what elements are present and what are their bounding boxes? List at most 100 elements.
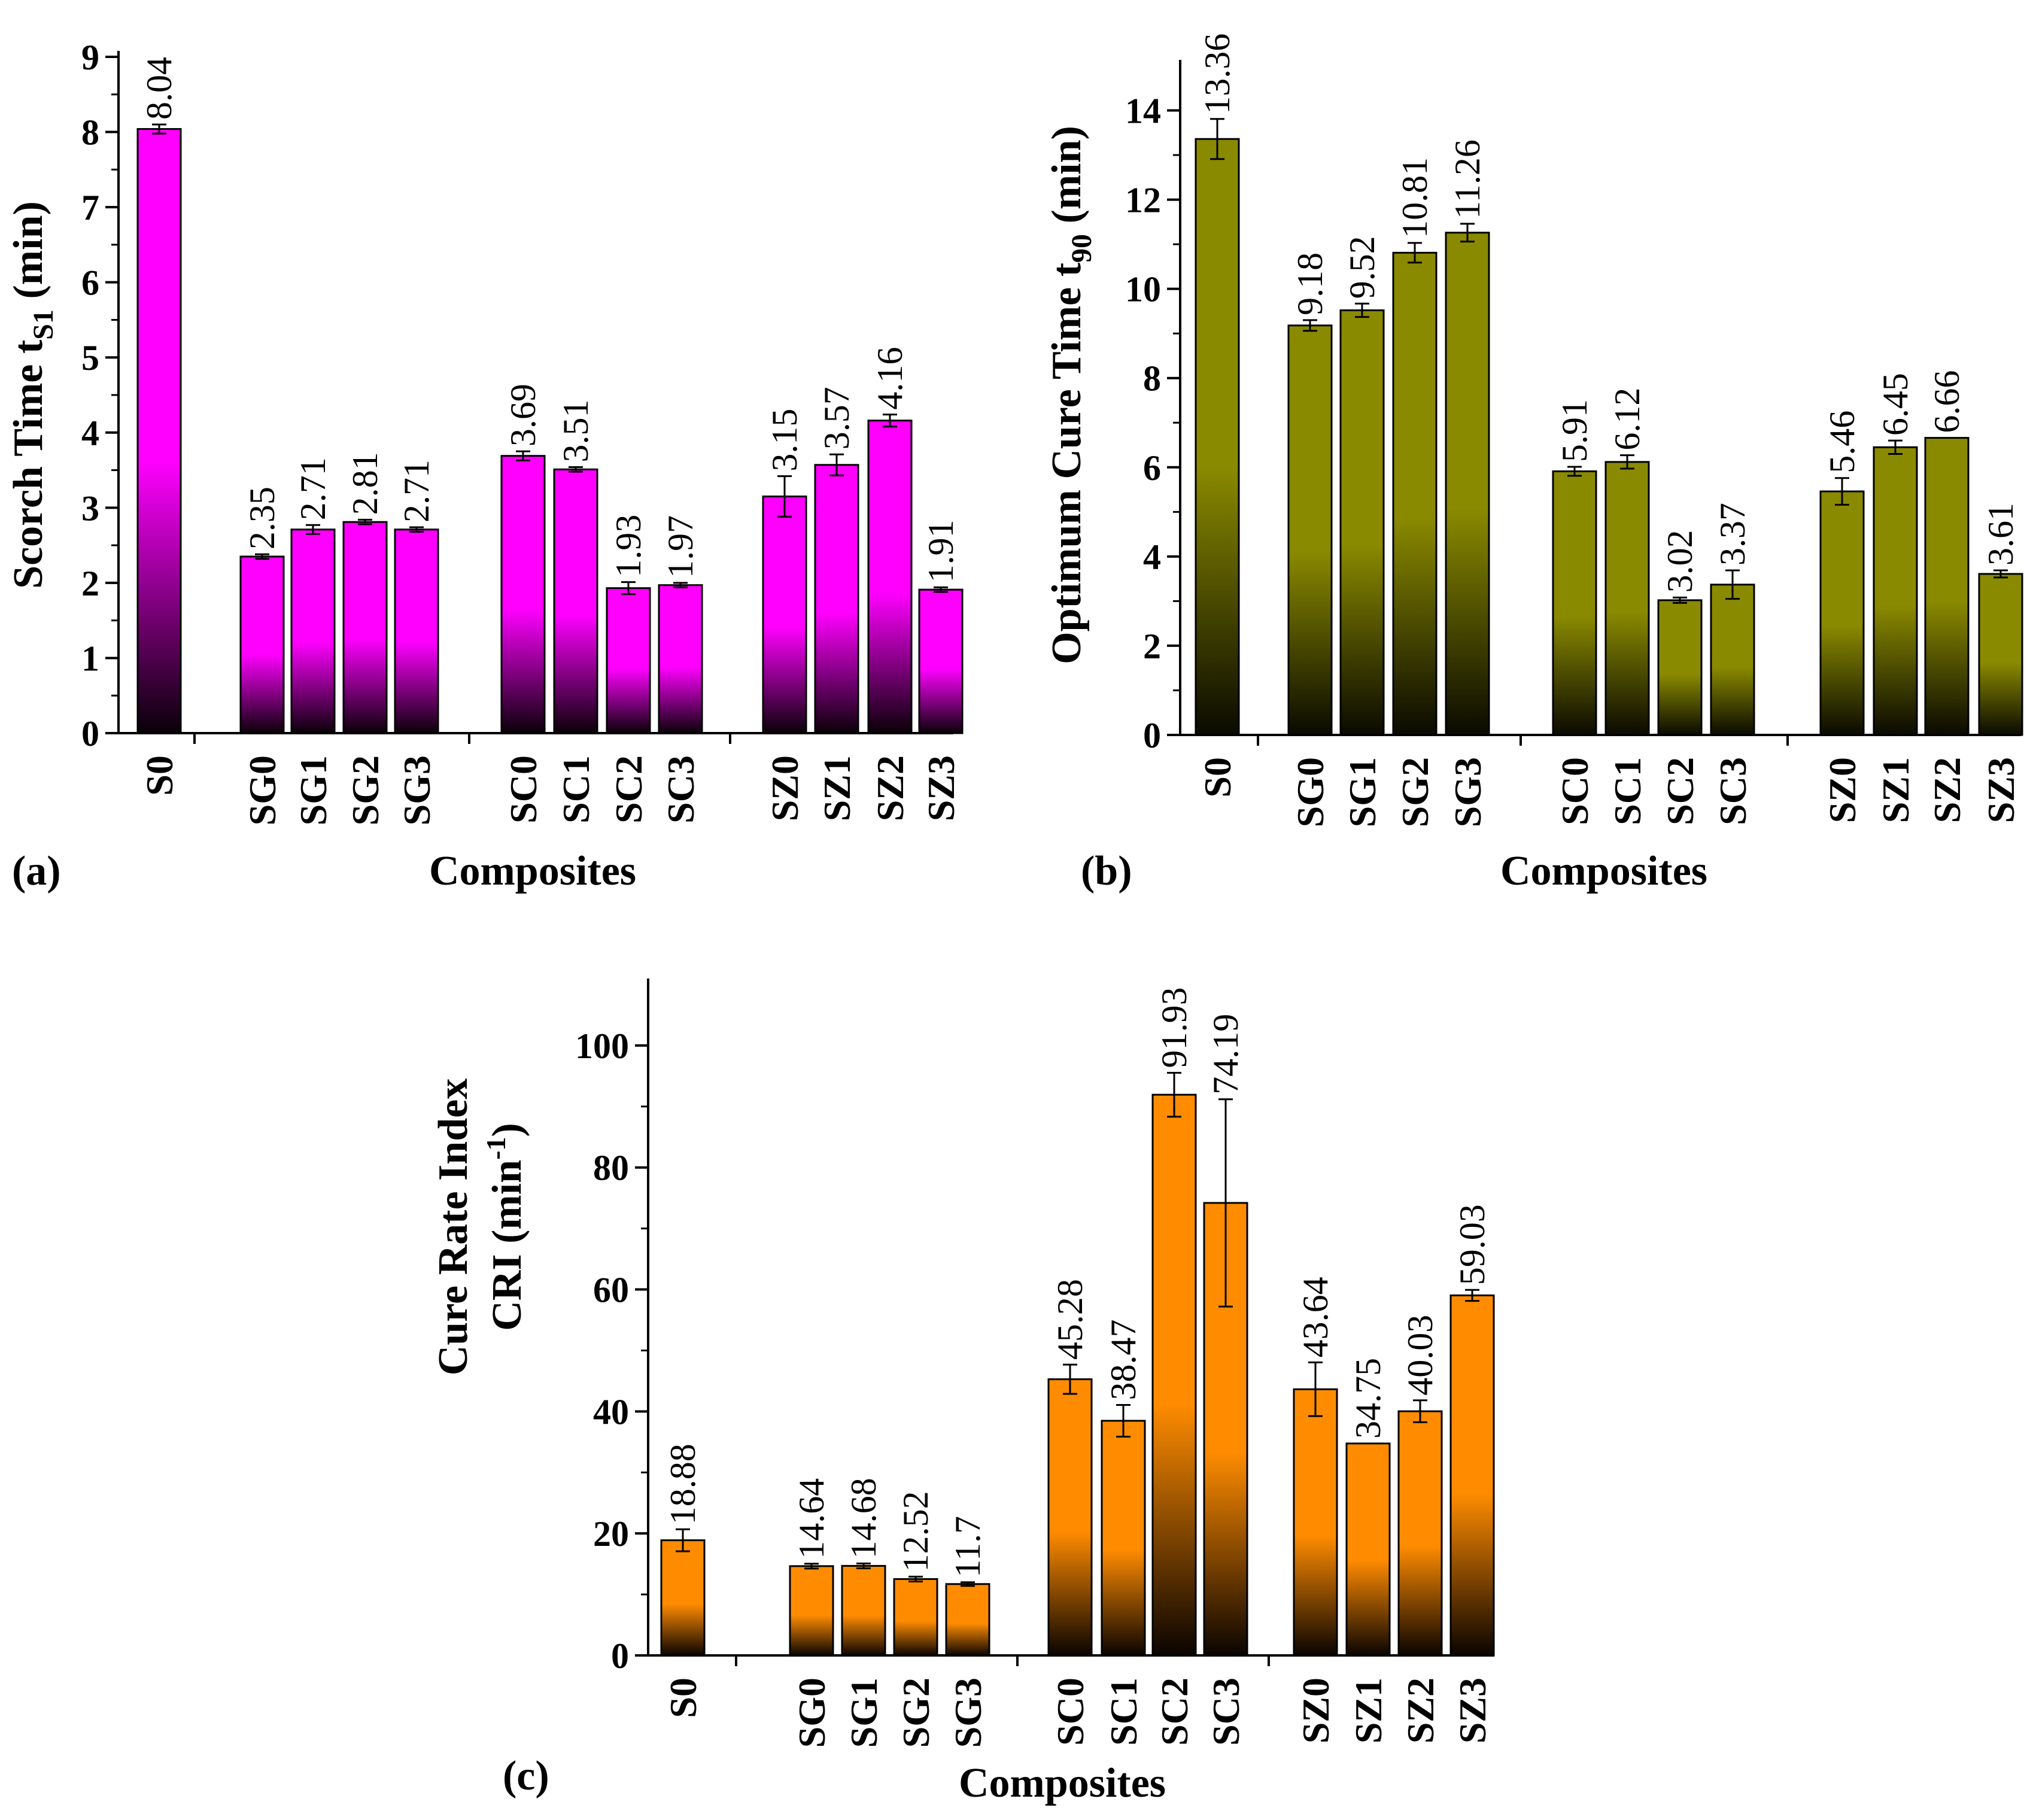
bar-sz0 bbox=[762, 496, 807, 734]
bar-sc2 bbox=[606, 587, 651, 734]
bar-s0 bbox=[136, 128, 182, 734]
bar-sz0 bbox=[1293, 1388, 1338, 1657]
x-tick-label: SZ2 bbox=[869, 755, 911, 821]
y-tick-label: 7 bbox=[81, 188, 99, 227]
x-tick-label: SC2 bbox=[1659, 757, 1701, 825]
y-tick-label: 12 bbox=[1125, 181, 1161, 220]
x-tick-label: SC1 bbox=[555, 755, 597, 824]
y-tick-label: 100 bbox=[575, 1026, 629, 1066]
data-label: 12.52 bbox=[896, 1491, 935, 1572]
data-label: 5.91 bbox=[1555, 399, 1594, 462]
data-label: 40.03 bbox=[1400, 1315, 1440, 1396]
x-tick-label: SC0 bbox=[1049, 1678, 1092, 1746]
y-axis-title-unit: (min) bbox=[5, 201, 51, 309]
data-label: 11.26 bbox=[1448, 139, 1487, 219]
y-tick-label: 6 bbox=[81, 263, 99, 303]
bar-sc1 bbox=[553, 468, 598, 734]
y-axis-title-unit: ) bbox=[484, 1123, 530, 1137]
bar-sz2 bbox=[1924, 437, 1970, 736]
y-tick-label: 5 bbox=[81, 338, 99, 378]
data-label: 3.61 bbox=[1981, 503, 2020, 566]
bar-sz0 bbox=[1819, 490, 1865, 736]
x-tick-label: SG2 bbox=[344, 755, 387, 825]
y-axis-title-line1: Cure Rate Index bbox=[430, 1078, 476, 1375]
data-label: 3.51 bbox=[556, 400, 595, 463]
data-label: 3.57 bbox=[817, 387, 856, 449]
data-label: 3.02 bbox=[1660, 530, 1700, 593]
data-label: 3.37 bbox=[1713, 503, 1752, 566]
bar-sc3 bbox=[658, 584, 703, 734]
x-tick-label: SG0 bbox=[1289, 757, 1332, 827]
x-tick-label: SG0 bbox=[791, 1678, 833, 1748]
bar-sg0 bbox=[789, 1565, 834, 1657]
bar-sg1 bbox=[290, 528, 336, 734]
x-tick-label: SZ3 bbox=[1451, 1678, 1494, 1743]
y-tick-label: 2 bbox=[1143, 627, 1161, 666]
y-axis-title-superscript: -1 bbox=[481, 1137, 511, 1160]
x-axis-title: Composites bbox=[959, 1760, 1166, 1806]
bar-sc1 bbox=[1604, 461, 1650, 736]
bar-sg2 bbox=[893, 1578, 938, 1657]
data-label: 5.46 bbox=[1822, 411, 1862, 473]
data-label: 34.75 bbox=[1348, 1358, 1388, 1439]
bar-sg2 bbox=[1392, 251, 1438, 736]
data-label: 2.35 bbox=[242, 487, 282, 549]
x-tick-label: SC0 bbox=[1554, 757, 1596, 825]
x-tick-label: SG2 bbox=[895, 1678, 937, 1748]
x-tick-label: SG3 bbox=[396, 755, 438, 825]
x-tick-label: SG3 bbox=[1446, 757, 1489, 827]
x-tick-label: SG1 bbox=[292, 755, 335, 825]
y-axis-title-subscript: S1 bbox=[28, 309, 59, 340]
data-label: 43.64 bbox=[1296, 1277, 1335, 1357]
data-label: 14.68 bbox=[844, 1478, 883, 1558]
data-label: 2.81 bbox=[345, 452, 385, 515]
bar-sz1 bbox=[1345, 1442, 1391, 1657]
bar-sc2 bbox=[1657, 599, 1703, 736]
data-label: 45.28 bbox=[1050, 1279, 1090, 1360]
x-tick-label: SC0 bbox=[502, 755, 545, 824]
y-tick-label: 1 bbox=[81, 639, 99, 678]
bar-sz2 bbox=[1397, 1410, 1443, 1657]
y-tick-label: 4 bbox=[81, 414, 99, 453]
x-axis-title: Composites bbox=[1500, 848, 1707, 894]
data-label: 3.15 bbox=[765, 409, 804, 472]
y-tick-label: 80 bbox=[593, 1148, 629, 1188]
data-label: 9.18 bbox=[1290, 253, 1330, 315]
y-tick-label: 3 bbox=[81, 488, 99, 528]
x-tick-label: SC3 bbox=[660, 755, 702, 824]
bar-sg3 bbox=[1445, 232, 1490, 736]
x-tick-label: SZ0 bbox=[764, 755, 806, 821]
panel-label: (a) bbox=[12, 848, 61, 894]
bar-sg2 bbox=[342, 521, 388, 734]
data-label: 6.66 bbox=[1927, 370, 1967, 433]
data-label: 3.69 bbox=[503, 384, 543, 446]
panel-label: (b) bbox=[1081, 848, 1132, 894]
x-tick-label: SZ1 bbox=[1347, 1678, 1390, 1743]
chart-panel-b: 0 2 4 6 8 10 12 14 13.36 S0 9.18 SG0 9.52 SG1 10.81 SG2… bbox=[1044, 34, 2023, 894]
bar-sc2 bbox=[1151, 1093, 1197, 1657]
bar-sc3 bbox=[1710, 584, 1755, 736]
x-tick-label: SC1 bbox=[1102, 1678, 1145, 1746]
y-axis-title-main: CRI (min bbox=[484, 1160, 530, 1331]
y-tick-label: 4 bbox=[1143, 537, 1161, 577]
x-tick-label: SG1 bbox=[1341, 757, 1384, 827]
y-axis-title-main: Optimum Cure Time t bbox=[1044, 263, 1090, 664]
data-label: 74.19 bbox=[1206, 1014, 1245, 1095]
bar-sc0 bbox=[500, 455, 546, 734]
y-axis-title: Scorch Time tS1 (min) bbox=[5, 201, 59, 589]
data-label: 6.12 bbox=[1607, 388, 1647, 451]
bar-sc1 bbox=[1101, 1420, 1146, 1657]
data-label: 1.97 bbox=[661, 515, 700, 578]
data-label: 1.91 bbox=[921, 519, 961, 582]
bar-sz3 bbox=[918, 588, 964, 734]
y-tick-label: 0 bbox=[81, 714, 99, 753]
x-tick-label: SZ1 bbox=[1874, 757, 1917, 823]
y-axis-title-main: Scorch Time t bbox=[5, 340, 51, 589]
bar-sg0 bbox=[1287, 324, 1333, 736]
y-tick-label: 2 bbox=[81, 564, 99, 603]
y-tick-label: 0 bbox=[611, 1636, 629, 1676]
data-label: 4.16 bbox=[870, 347, 910, 410]
bar-sg1 bbox=[1339, 309, 1385, 736]
data-label: 2.71 bbox=[397, 460, 436, 522]
